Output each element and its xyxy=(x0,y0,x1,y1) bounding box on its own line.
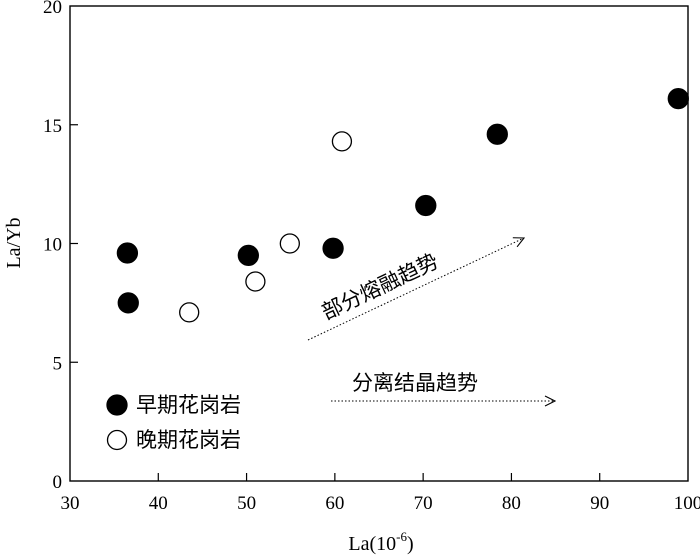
x-tick-label: 40 xyxy=(149,493,168,514)
late-granite-point xyxy=(245,271,266,292)
x-tick-label: 50 xyxy=(237,493,256,514)
late-granite-point xyxy=(179,302,200,323)
y-tick-label: 0 xyxy=(53,472,63,493)
early-granite-point xyxy=(415,194,437,217)
early-granite-point xyxy=(667,87,689,110)
legend-label-early-granite: 早期花岗岩 xyxy=(136,393,241,417)
early-granite-point xyxy=(117,292,139,314)
x-tick-label: 70 xyxy=(414,493,433,514)
y-tick-label: 10 xyxy=(43,235,62,256)
early-granite-point xyxy=(237,244,259,267)
legend: 早期花岗岩 晚期花岗岩 xyxy=(106,393,241,452)
x-axis-title: La(10-6) xyxy=(348,529,413,555)
x-tick-label: 60 xyxy=(325,493,344,514)
data-points xyxy=(116,87,689,323)
legend-marker-early-granite xyxy=(106,394,128,416)
partial-melting-label: 部分熔融趋势 xyxy=(318,249,442,325)
x-axis-ticks: 30 40 50 60 70 80 90 100 xyxy=(61,473,700,514)
y-axis-ticks: 0 5 10 15 20 xyxy=(43,0,78,493)
x-tick-label: 30 xyxy=(61,493,80,514)
y-tick-label: 15 xyxy=(43,116,62,137)
fractional-crystallization-label: 分离结晶趋势 xyxy=(352,371,478,395)
late-granite-point xyxy=(279,233,300,254)
y-axis-title: La/Yb xyxy=(3,217,25,268)
legend-label-late-granite: 晚期花岗岩 xyxy=(136,428,241,452)
early-granite-point xyxy=(116,242,139,264)
y-tick-label: 20 xyxy=(43,0,62,18)
legend-marker-late-granite xyxy=(106,429,128,451)
late-granite-point xyxy=(331,131,353,152)
partial-melting-arrow xyxy=(307,238,524,341)
x-tick-label: 80 xyxy=(502,493,521,514)
early-granite-point xyxy=(486,123,508,145)
x-tick-label: 90 xyxy=(590,493,609,514)
y-tick-label: 5 xyxy=(53,353,63,374)
early-granite-point xyxy=(322,237,344,259)
x-tick-label: 100 xyxy=(674,493,700,514)
